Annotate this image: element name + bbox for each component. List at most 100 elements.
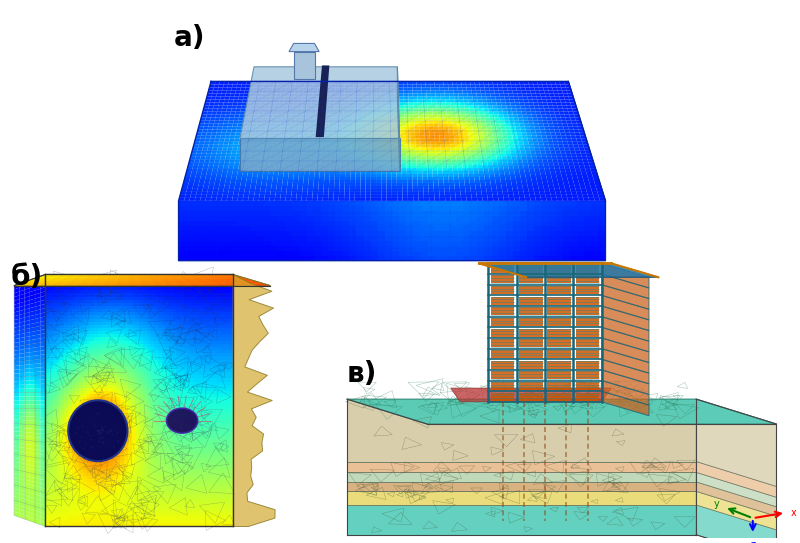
Polygon shape: [207, 93, 212, 96]
Polygon shape: [184, 300, 188, 303]
Polygon shape: [109, 407, 113, 410]
Polygon shape: [222, 413, 225, 416]
Polygon shape: [173, 426, 177, 429]
Polygon shape: [211, 132, 217, 135]
Polygon shape: [329, 189, 334, 192]
Polygon shape: [400, 120, 405, 123]
Polygon shape: [246, 105, 251, 108]
Polygon shape: [406, 251, 414, 256]
Polygon shape: [381, 153, 386, 156]
Polygon shape: [177, 340, 180, 344]
Polygon shape: [128, 328, 131, 331]
Polygon shape: [68, 473, 72, 476]
Polygon shape: [19, 428, 25, 432]
Polygon shape: [292, 231, 299, 236]
Polygon shape: [146, 322, 150, 325]
Polygon shape: [49, 432, 53, 435]
Polygon shape: [35, 482, 40, 488]
Polygon shape: [314, 123, 319, 126]
Polygon shape: [232, 198, 238, 201]
Polygon shape: [128, 334, 131, 338]
Polygon shape: [543, 144, 549, 147]
Polygon shape: [474, 174, 479, 177]
Polygon shape: [458, 168, 463, 171]
Polygon shape: [64, 350, 68, 353]
Polygon shape: [30, 323, 35, 328]
Polygon shape: [113, 309, 117, 312]
Polygon shape: [166, 416, 169, 419]
Polygon shape: [150, 274, 154, 277]
Polygon shape: [350, 245, 357, 251]
Polygon shape: [274, 135, 279, 138]
Polygon shape: [291, 150, 297, 153]
Polygon shape: [131, 303, 135, 306]
Polygon shape: [583, 180, 590, 183]
Polygon shape: [530, 111, 536, 114]
Polygon shape: [149, 274, 160, 277]
Polygon shape: [146, 300, 150, 303]
Polygon shape: [197, 189, 203, 192]
Polygon shape: [559, 129, 565, 132]
Polygon shape: [102, 511, 106, 514]
Polygon shape: [406, 206, 414, 211]
Polygon shape: [225, 334, 229, 338]
Polygon shape: [25, 515, 30, 521]
Polygon shape: [128, 476, 131, 479]
Polygon shape: [61, 445, 64, 448]
Polygon shape: [414, 201, 421, 206]
Polygon shape: [218, 322, 222, 325]
Polygon shape: [467, 90, 472, 93]
Polygon shape: [361, 177, 366, 180]
Polygon shape: [102, 422, 106, 426]
Polygon shape: [286, 84, 291, 87]
Polygon shape: [158, 441, 162, 445]
Polygon shape: [120, 372, 124, 375]
Polygon shape: [470, 245, 478, 251]
Polygon shape: [86, 495, 90, 498]
Polygon shape: [113, 287, 117, 291]
Polygon shape: [120, 291, 124, 293]
Polygon shape: [209, 162, 214, 165]
Polygon shape: [254, 198, 259, 201]
Polygon shape: [49, 401, 53, 403]
Bar: [519, 307, 542, 315]
Polygon shape: [314, 180, 319, 183]
Polygon shape: [177, 504, 180, 508]
Polygon shape: [334, 174, 340, 177]
Polygon shape: [184, 466, 188, 470]
Polygon shape: [418, 180, 423, 183]
Polygon shape: [432, 105, 437, 108]
Polygon shape: [385, 236, 392, 241]
Polygon shape: [247, 147, 253, 150]
Polygon shape: [139, 385, 142, 388]
Polygon shape: [53, 422, 57, 426]
Polygon shape: [79, 363, 83, 366]
Polygon shape: [554, 168, 560, 171]
Polygon shape: [470, 236, 478, 241]
Polygon shape: [202, 359, 206, 363]
Polygon shape: [79, 322, 83, 325]
Polygon shape: [35, 384, 40, 388]
Polygon shape: [207, 226, 214, 231]
Polygon shape: [53, 482, 57, 485]
Polygon shape: [392, 198, 398, 201]
Polygon shape: [117, 520, 120, 523]
Polygon shape: [206, 287, 210, 291]
Polygon shape: [292, 216, 299, 221]
Polygon shape: [235, 90, 240, 93]
Polygon shape: [177, 438, 180, 441]
Polygon shape: [554, 126, 559, 129]
Polygon shape: [158, 460, 162, 464]
Polygon shape: [154, 385, 158, 388]
Polygon shape: [386, 90, 390, 93]
Polygon shape: [336, 84, 340, 87]
Polygon shape: [442, 216, 449, 221]
Polygon shape: [225, 291, 229, 293]
Polygon shape: [229, 498, 233, 501]
Polygon shape: [386, 81, 390, 84]
Polygon shape: [247, 96, 253, 99]
Polygon shape: [180, 504, 184, 508]
Polygon shape: [35, 405, 40, 409]
Polygon shape: [222, 108, 227, 111]
Polygon shape: [470, 201, 478, 206]
